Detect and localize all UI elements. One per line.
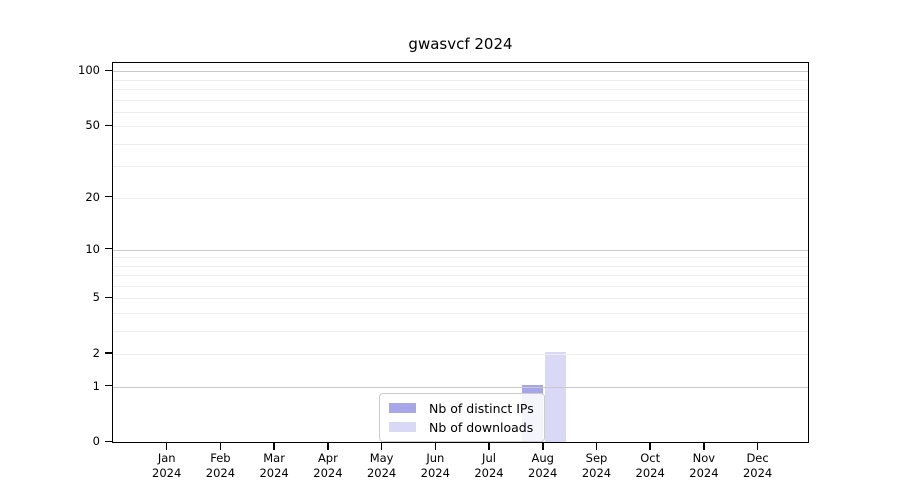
legend-label: Nb of downloads	[429, 419, 534, 435]
x-tick-mark	[327, 443, 329, 450]
legend-label: Nb of distinct IPs	[429, 400, 534, 416]
y-tick-mark	[105, 384, 112, 387]
gridline	[113, 331, 808, 332]
x-tick-year: 2024	[259, 466, 289, 480]
gridline	[113, 298, 808, 300]
x-tick-mark	[219, 443, 222, 450]
y-tick-label: 0	[92, 434, 100, 449]
plot-area: Nb of distinct IPs Nb of downloads	[112, 62, 809, 443]
x-tick-label: Mar 2024	[244, 451, 304, 481]
x-tick-mark	[649, 443, 651, 450]
x-tick-year: 2024	[366, 466, 397, 480]
x-tick-mark	[488, 443, 490, 450]
legend-swatch-downloads	[389, 422, 416, 432]
x-tick-mark	[703, 443, 705, 450]
x-tick-year: 2024	[152, 466, 182, 480]
chart-title: gwasvcf 2024	[408, 35, 513, 53]
y-tick-label: 10	[85, 241, 100, 256]
x-tick-year: 2024	[635, 466, 665, 480]
x-tick-label: May 2024	[352, 451, 412, 481]
y-tick-mark	[105, 124, 112, 127]
gridline	[113, 197, 808, 199]
x-tick-year: 2024	[689, 466, 719, 480]
x-tick-label: Jan 2024	[137, 451, 197, 481]
x-tick-year: 2024	[205, 466, 236, 480]
gridlines-layer	[113, 63, 808, 442]
legend-swatch-distinct-ips	[389, 403, 416, 413]
x-tick-label: Sep 2024	[567, 451, 627, 481]
x-tick-year: 2024	[528, 466, 558, 480]
x-tick-year: 2024	[742, 466, 773, 480]
gridline	[113, 354, 808, 356]
x-tick-label: Jun 2024	[405, 451, 465, 481]
gridline	[113, 112, 808, 113]
x-tick-year: 2024	[313, 466, 343, 480]
legend: Nb of distinct IPs Nb of downloads	[379, 393, 545, 442]
bar-downloads	[544, 352, 566, 442]
gridline	[113, 166, 808, 168]
gridline	[113, 313, 808, 314]
x-tick-label: Apr 2024	[298, 451, 358, 481]
x-tick-mark	[165, 443, 168, 450]
legend-item-downloads: Nb of downloads	[389, 419, 534, 435]
x-tick-mark	[273, 443, 275, 450]
gridline	[113, 79, 808, 81]
y-tick-label: 5	[92, 290, 100, 305]
legend-item-distinct-ips: Nb of distinct IPs	[389, 400, 534, 416]
gridline	[113, 265, 808, 267]
gridline	[113, 89, 808, 91]
gridline	[113, 286, 808, 287]
x-tick-label: Oct 2024	[620, 451, 680, 481]
x-tick-label: Aug 2024	[513, 451, 573, 481]
y-tick-label: 50	[85, 118, 100, 133]
y-tick-label: 2	[92, 346, 100, 361]
y-tick-mark	[105, 296, 112, 299]
x-tick-mark	[434, 443, 437, 450]
x-tick-mark	[595, 443, 598, 450]
gridline	[113, 386, 808, 388]
y-tick-label: 1	[92, 378, 100, 393]
y-tick-label: 100	[78, 63, 100, 78]
gridline	[113, 143, 808, 145]
gridline	[113, 249, 808, 251]
y-tick-mark	[105, 69, 112, 72]
gridline	[113, 257, 808, 259]
x-tick-year: 2024	[474, 466, 504, 480]
x-tick-label: Feb 2024	[190, 451, 250, 481]
gridline	[113, 99, 808, 101]
gridline	[113, 275, 808, 277]
x-tick-mark	[756, 443, 759, 450]
x-tick-mark	[380, 443, 383, 450]
x-tick-year: 2024	[581, 466, 612, 480]
x-tick-label: Jul 2024	[459, 451, 519, 481]
y-tick-mark	[105, 195, 112, 198]
y-tick-label: 20	[85, 189, 100, 204]
y-tick-mark	[105, 247, 112, 250]
x-tick-label: Dec 2024	[728, 451, 788, 481]
x-tick-label: Nov 2024	[674, 451, 734, 481]
gridline	[113, 126, 808, 128]
x-tick-year: 2024	[420, 466, 450, 480]
y-tick-mark	[105, 440, 112, 443]
x-tick-mark	[542, 443, 544, 450]
gridline	[113, 71, 808, 73]
y-tick-mark	[105, 352, 112, 354]
